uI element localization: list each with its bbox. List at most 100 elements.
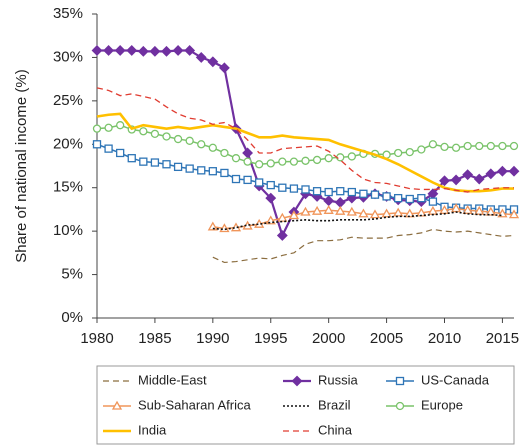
- legend-box: [96, 365, 515, 445]
- y-tick-label: 10%: [53, 222, 83, 239]
- legend-item: India: [103, 422, 167, 437]
- marker: [104, 123, 113, 132]
- marker: [451, 143, 461, 152]
- marker: [394, 193, 403, 203]
- x-tick-label: 2005: [370, 330, 403, 347]
- y-tick-label: 0%: [61, 309, 83, 326]
- marker: [382, 192, 391, 201]
- marker: [485, 168, 497, 180]
- marker: [474, 205, 485, 215]
- marker: [381, 208, 392, 218]
- marker: [197, 166, 206, 175]
- legend-item: Sub-Saharan Africa: [103, 397, 252, 412]
- marker: [265, 192, 277, 204]
- marker: [462, 169, 474, 181]
- marker: [485, 206, 496, 216]
- y-tick-label: 20%: [53, 135, 83, 152]
- marker: [475, 141, 484, 151]
- marker: [104, 144, 113, 153]
- x-tick-label: 2000: [312, 330, 345, 347]
- marker: [369, 209, 381, 219]
- y-tick-label: 25%: [53, 92, 83, 109]
- marker: [358, 208, 369, 218]
- marker: [508, 165, 520, 177]
- marker: [278, 157, 287, 166]
- marker: [498, 141, 507, 151]
- x-tick-label: 2015: [486, 330, 519, 347]
- marker: [289, 157, 299, 166]
- marker: [126, 45, 138, 56]
- marker: [417, 145, 426, 154]
- marker: [288, 210, 300, 220]
- marker: [277, 212, 288, 222]
- marker: [440, 142, 449, 152]
- y-tick-label: 30%: [53, 48, 83, 65]
- marker: [218, 62, 230, 74]
- marker: [291, 375, 303, 387]
- marker: [139, 127, 148, 136]
- legend-label: China: [318, 422, 353, 437]
- marker: [266, 180, 275, 190]
- marker: [405, 194, 414, 204]
- marker: [334, 197, 346, 208]
- marker: [255, 160, 264, 169]
- legend-item: Middle-East: [103, 372, 207, 387]
- marker: [127, 154, 136, 163]
- marker: [486, 141, 495, 151]
- y-tick-label: 15%: [53, 179, 83, 196]
- marker: [91, 45, 103, 56]
- marker: [417, 193, 426, 203]
- marker: [162, 132, 171, 141]
- marker: [473, 173, 485, 185]
- marker: [395, 376, 405, 386]
- marker: [405, 147, 414, 157]
- x-tick-label: 1990: [196, 330, 229, 347]
- marker: [463, 141, 472, 151]
- marker: [208, 167, 217, 176]
- marker: [243, 157, 252, 166]
- marker: [220, 148, 229, 158]
- marker: [323, 204, 334, 214]
- legend-label: Europe: [421, 397, 463, 412]
- marker: [347, 187, 356, 197]
- marker: [172, 45, 184, 56]
- marker: [255, 178, 264, 187]
- series-line: [96, 87, 514, 193]
- marker: [195, 52, 207, 63]
- marker: [116, 121, 125, 130]
- marker: [311, 205, 323, 215]
- marker: [231, 154, 241, 163]
- legend-item: Brazil: [283, 397, 351, 412]
- marker: [207, 56, 219, 68]
- marker: [393, 207, 404, 217]
- marker: [359, 189, 368, 198]
- marker: [139, 157, 148, 166]
- marker: [278, 183, 287, 192]
- marker: [150, 158, 160, 167]
- marker: [346, 206, 357, 216]
- marker: [301, 156, 310, 165]
- marker: [370, 190, 380, 199]
- x-tick-label: 1980: [80, 330, 113, 347]
- marker: [289, 184, 299, 193]
- legend-label: Brazil: [318, 397, 351, 412]
- marker: [324, 187, 333, 197]
- marker: [220, 168, 229, 178]
- marker: [184, 45, 196, 56]
- marker: [276, 230, 288, 241]
- series-line: [96, 112, 514, 193]
- marker: [323, 195, 335, 207]
- marker: [266, 159, 275, 168]
- marker: [173, 162, 183, 172]
- marker: [162, 160, 171, 169]
- marker: [496, 165, 508, 177]
- legend-item: Europe: [386, 397, 463, 412]
- x-tick-label: 2010: [428, 330, 461, 347]
- marker: [197, 140, 206, 149]
- marker: [114, 45, 126, 56]
- marker: [428, 197, 438, 206]
- marker: [395, 401, 405, 411]
- marker: [509, 141, 519, 151]
- y-tick-label: 35%: [53, 5, 83, 22]
